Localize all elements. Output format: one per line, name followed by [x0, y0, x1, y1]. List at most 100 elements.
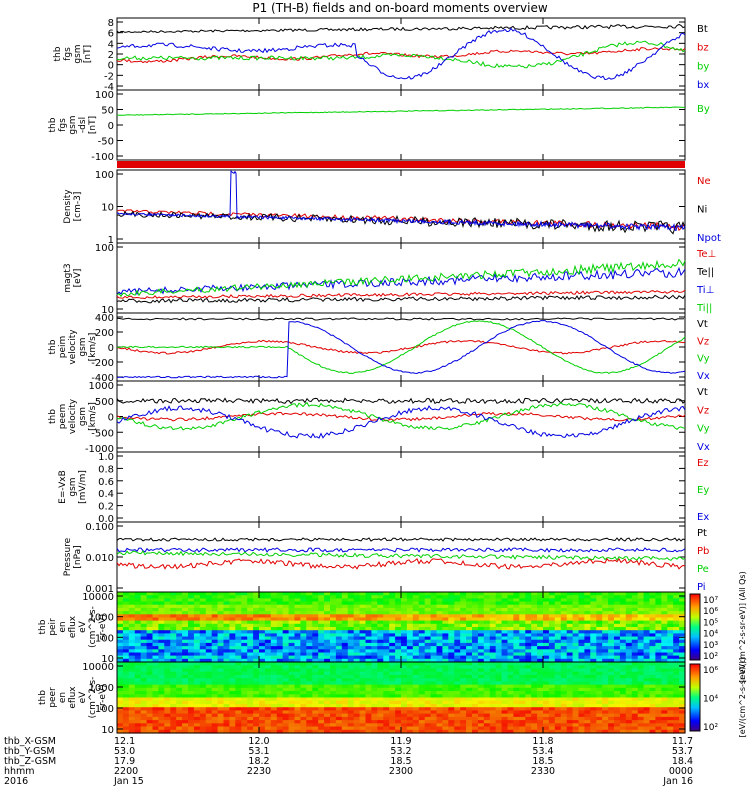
spectrogram-cell [300, 658, 307, 663]
spectrogram-cell [306, 668, 313, 673]
spectrogram-cell [401, 723, 408, 728]
spectrogram-cell [377, 611, 384, 615]
spectrogram-cell [199, 627, 207, 631]
spectrogram-cell [543, 665, 550, 669]
spectrogram-cell [140, 681, 148, 686]
spectrogram-cell [294, 681, 301, 686]
spectrogram-cell [495, 674, 503, 679]
spectrogram-cell [667, 681, 674, 686]
spectrogram-cell [205, 642, 213, 647]
spectrogram-cell [371, 639, 378, 644]
spectrogram-cell [667, 649, 674, 654]
spectrogram-cell [578, 652, 585, 657]
spectrogram-cell [554, 652, 562, 657]
spectrogram-cell [182, 595, 189, 599]
spectrogram-cell [649, 636, 656, 641]
spectrogram-cell [152, 700, 159, 705]
ylabel-line: thb [48, 409, 58, 424]
spectrogram-cell [412, 671, 420, 676]
spectrogram-cell [389, 662, 396, 666]
ylabel-line: Density [63, 189, 73, 224]
spectrogram-cell [430, 713, 438, 718]
spectrogram-cell [217, 694, 225, 699]
spectrogram-cell [483, 655, 491, 660]
spectrogram-cell [300, 720, 307, 724]
spectrogram-cell [128, 604, 136, 609]
spectrogram-cell [401, 665, 408, 669]
spectrogram-cell [560, 729, 568, 734]
spectrogram-cell [359, 620, 367, 625]
spectrogram-cell [483, 710, 491, 715]
spectrogram-cell [152, 697, 159, 702]
series-vz [116, 339, 686, 355]
spectrogram-cell [377, 642, 384, 647]
spectrogram-cell [211, 623, 219, 628]
spectrogram-cell [625, 671, 633, 676]
spectrogram-cell [205, 592, 213, 596]
spectrogram-cell [661, 707, 668, 711]
spectrogram-cell [424, 652, 432, 657]
spectrogram-cell [223, 691, 230, 695]
spectrogram-cell [560, 633, 568, 638]
spectrogram-cell [554, 627, 562, 631]
spectrogram-cell [247, 716, 254, 721]
spectrogram-cell [146, 658, 154, 663]
spectrogram-cell [347, 601, 355, 606]
spectrogram-cell [306, 636, 313, 641]
spectrogram-cell [537, 636, 544, 641]
spectrogram-cell [389, 716, 396, 721]
spectrogram-cell [560, 713, 568, 718]
spectrogram-cell [525, 678, 532, 682]
spectrogram-cell [590, 652, 597, 657]
spectrogram-cell [454, 646, 461, 650]
spectrogram-cell [294, 595, 301, 599]
x-column-value: 12.1 [114, 736, 135, 747]
spectrogram-cell [247, 678, 254, 682]
spectrogram-cell [584, 601, 591, 606]
spectrogram-cell [395, 720, 402, 724]
spectrogram-cell [117, 598, 124, 603]
spectrogram-cell [223, 652, 230, 657]
spectrogram-cell [324, 726, 331, 731]
spectrogram-cell [614, 704, 621, 708]
spectrogram-cell [217, 674, 225, 679]
spectrogram-cell [164, 620, 171, 625]
spectrogram-cell [584, 700, 591, 705]
spectrogram-cell [643, 636, 651, 641]
spectrogram-cell [572, 694, 580, 699]
spectrogram-cell [182, 665, 189, 669]
spectrogram-cell [128, 623, 136, 628]
spectrogram-cell [170, 681, 177, 686]
spectrogram-cell [608, 662, 615, 666]
spectrogram-cell [294, 633, 301, 638]
spectrogram-cell [211, 658, 219, 663]
spectrogram-cell [513, 646, 520, 650]
spectrogram-cell [442, 595, 449, 599]
spectrogram-cell [661, 678, 668, 682]
spectrogram-cell [359, 723, 367, 728]
spectrogram-cell [608, 630, 615, 634]
spectrogram-cell [625, 681, 633, 686]
spectrogram-cell [324, 652, 331, 657]
spectrogram-cell [389, 598, 396, 603]
spectrogram-cell [442, 607, 449, 612]
spectrogram-cell [572, 620, 580, 625]
spectrogram-cell [324, 674, 331, 679]
spectrogram-cell [460, 607, 467, 612]
spectrogram-cell [377, 674, 384, 679]
spectrogram-cell [507, 674, 514, 679]
spectrogram-cell [673, 601, 680, 606]
spectrogram-cell [176, 729, 183, 734]
spectrogram-cell [282, 697, 290, 702]
spectrogram-cell [176, 713, 183, 718]
spectrogram-cell [211, 646, 219, 650]
spectrogram-cell [294, 620, 301, 625]
spectrogram-cell [584, 617, 591, 622]
spectrogram-cell [489, 611, 497, 615]
spectrogram-cell [436, 652, 443, 657]
spectrogram-cell [531, 700, 538, 705]
ylabel-line: gsm [73, 44, 83, 63]
spectrogram-cell [430, 723, 438, 728]
spectrogram-cell [312, 633, 319, 638]
